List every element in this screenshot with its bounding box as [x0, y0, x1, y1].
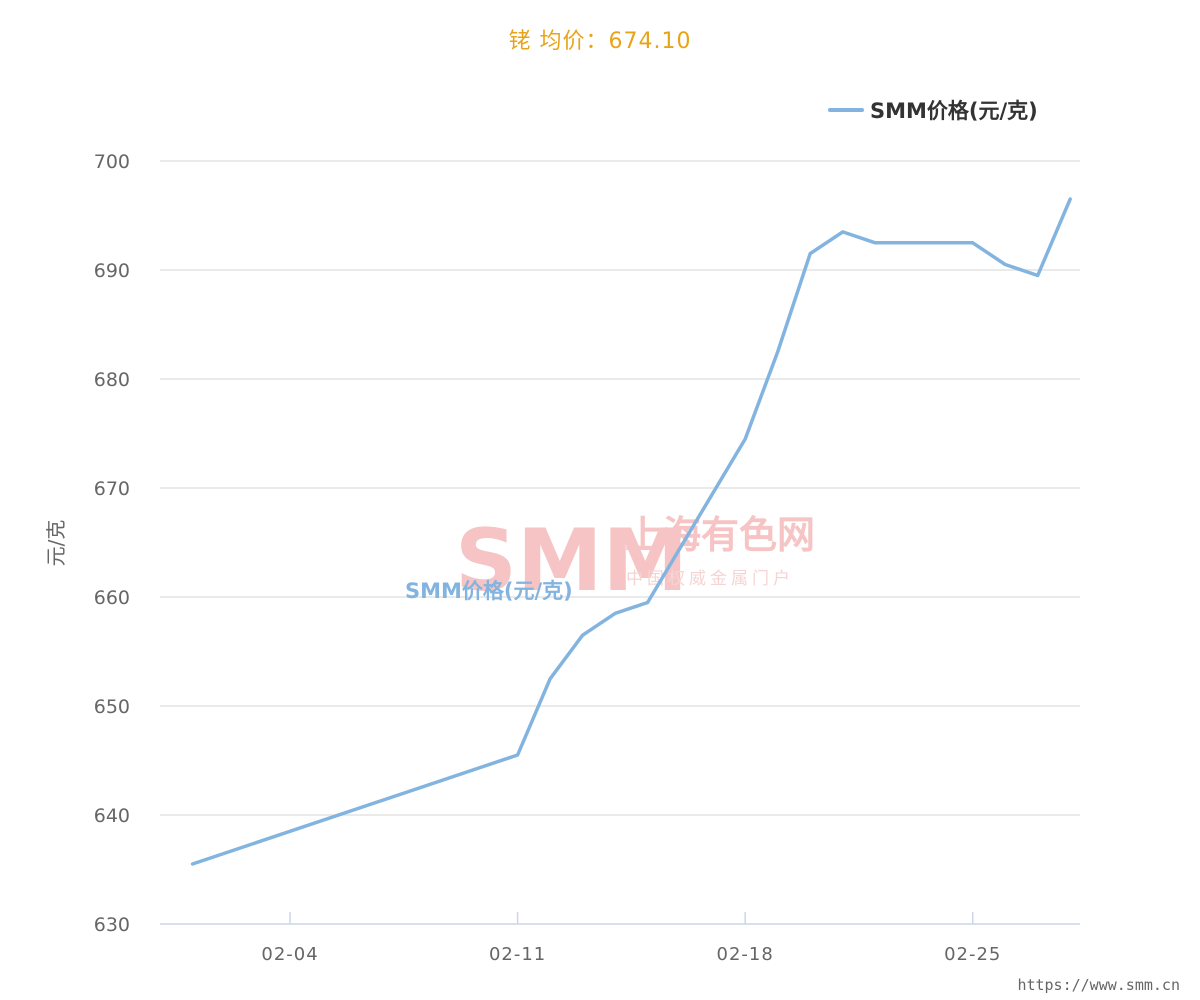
data-point[interactable]	[579, 631, 587, 639]
watermark-chinese-name: 上海有色网	[625, 513, 815, 557]
data-point[interactable]	[839, 228, 847, 236]
y-tick-label: 670	[94, 478, 130, 500]
data-point[interactable]	[189, 860, 197, 868]
x-axis: 02-04 02-11 02-18 02-25	[160, 912, 1080, 965]
site-url: https://www.smm.cn	[1017, 976, 1180, 994]
data-point[interactable]	[1034, 272, 1042, 280]
y-tick-label: 630	[94, 914, 130, 936]
data-point[interactable]	[1001, 261, 1009, 269]
series-group: SMM价格(元/克)	[189, 195, 1074, 868]
y-tick-label: 680	[94, 369, 130, 391]
data-point[interactable]	[741, 435, 749, 443]
y-tick-label: 660	[94, 587, 130, 609]
y-axis-label: 元/克	[44, 520, 68, 567]
grid-lines	[160, 160, 1080, 816]
x-tick-label: 02-04	[261, 944, 318, 965]
series-label: SMM价格(元/克)	[405, 579, 573, 603]
y-tick-label: 690	[94, 260, 130, 282]
data-point[interactable]	[871, 239, 879, 247]
y-tick-label: 650	[94, 696, 130, 718]
data-point[interactable]	[806, 250, 814, 258]
data-point[interactable]	[774, 348, 782, 356]
data-point[interactable]	[644, 599, 652, 607]
chart-title: 铑 均价：674.10	[509, 29, 692, 54]
data-point[interactable]	[611, 609, 619, 617]
data-point[interactable]	[514, 751, 522, 759]
watermark-logo: SMM	[455, 511, 688, 611]
series-line[interactable]	[190, 197, 1072, 866]
x-tick-label: 02-25	[944, 944, 1001, 965]
data-point[interactable]	[1066, 195, 1074, 203]
legend-label: SMM价格(元/克)	[870, 99, 1038, 123]
y-tick-label: 700	[94, 151, 130, 173]
watermark: SMM 上海有色网 中国权威金属门户	[455, 511, 815, 611]
data-point[interactable]	[546, 675, 554, 683]
y-tick-label: 640	[94, 805, 130, 827]
x-tick-label: 02-18	[717, 944, 774, 965]
data-point[interactable]	[969, 239, 977, 247]
x-tick-label: 02-11	[489, 944, 546, 965]
watermark-tagline: 中国权威金属门户	[626, 569, 794, 589]
legend[interactable]: SMM价格(元/克)	[828, 99, 1038, 123]
y-axis-ticks: 630 640 650 660 670 680 690 700	[94, 151, 130, 936]
